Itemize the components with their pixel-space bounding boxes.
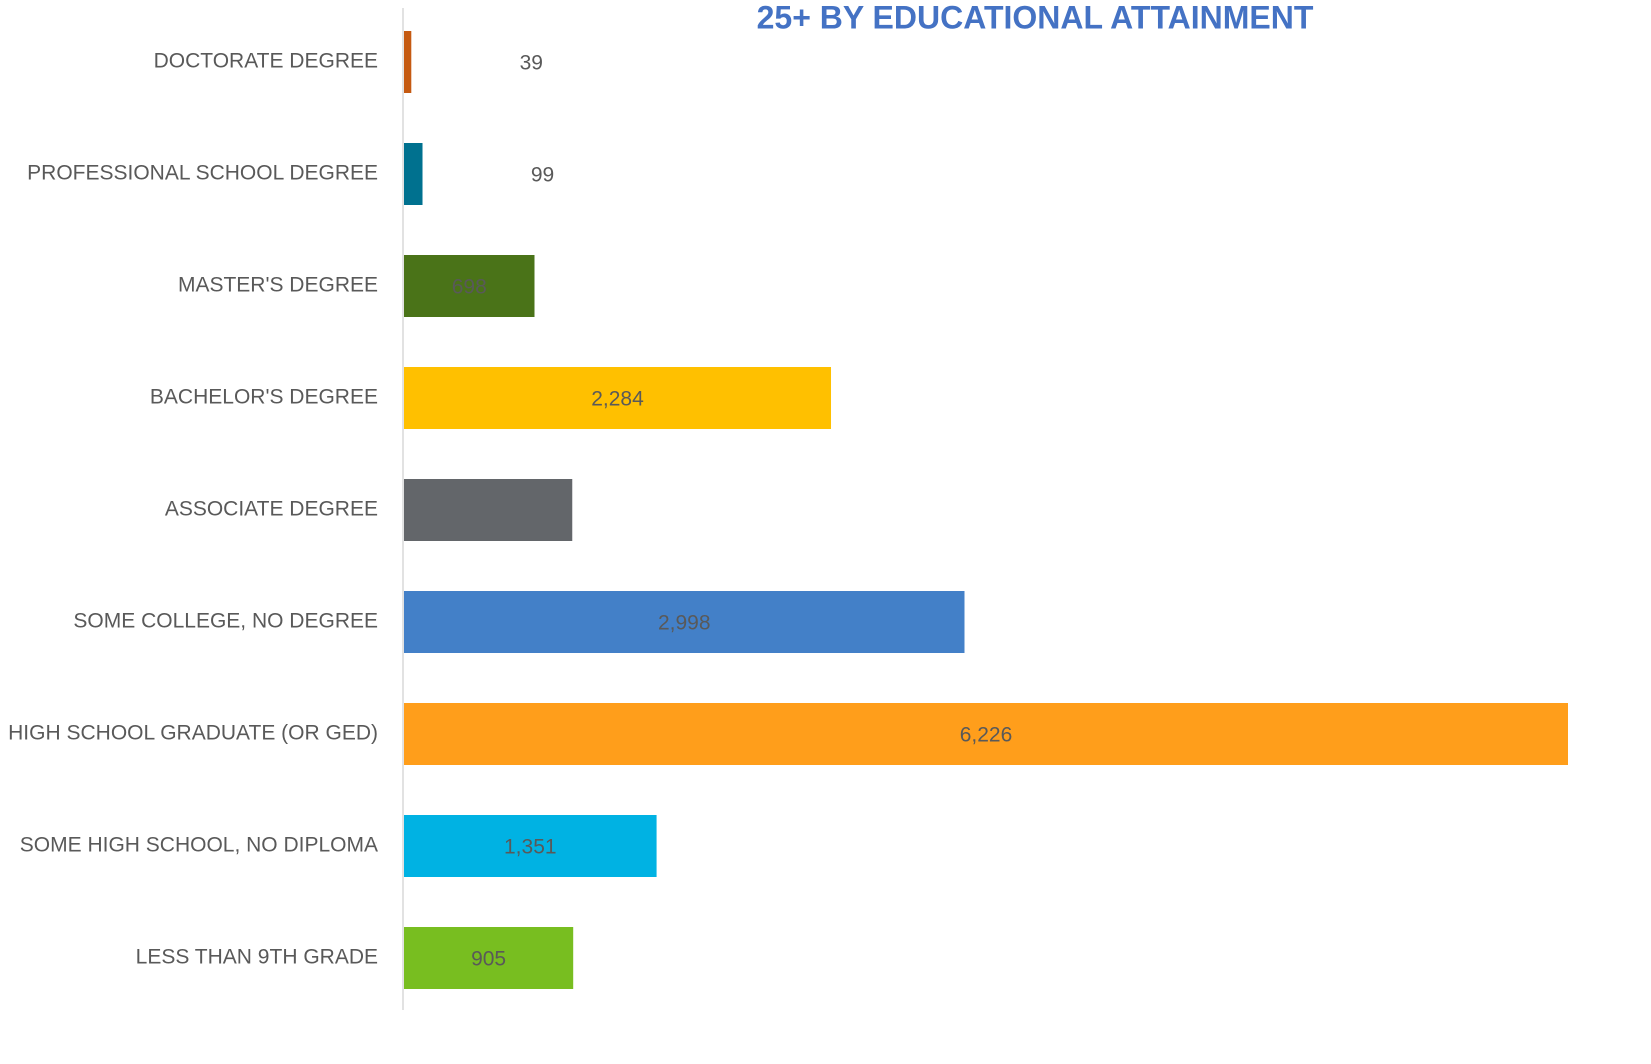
data-label: 698 [452,276,487,299]
data-label: 99 [531,164,554,187]
bar [404,255,535,317]
category-label: HIGH SCHOOL GRADUATE (OR GED) [8,722,378,745]
category-label: MASTER'S DEGREE [178,274,378,297]
bar [404,703,1568,765]
category-label: BACHELOR'S DEGREE [150,386,378,409]
bar [404,367,832,429]
data-label: 1,351 [504,836,557,859]
category-label: ASSOCIATE DEGREE [165,498,378,521]
data-label: 2,998 [658,612,711,635]
data-label: 905 [471,948,506,971]
category-label: SOME HIGH SCHOOL, NO DIPLOMA [20,834,378,857]
bar [404,927,574,989]
bar [404,815,657,877]
bar [404,591,965,653]
data-label: 2,284 [591,388,644,411]
chart-title: 25+ BY EDUCATIONAL ATTAINMENT [757,0,1314,35]
bar [404,479,573,541]
data-label: 6,226 [960,724,1013,747]
bar [404,143,423,205]
category-label: SOME COLLEGE, NO DEGREE [73,610,378,633]
category-label: LESS THAN 9TH GRADE [136,946,378,969]
category-label: PROFESSIONAL SCHOOL DEGREE [27,162,378,185]
bar [404,31,412,93]
category-label: DOCTORATE DEGREE [154,50,378,73]
data-label: 39 [520,52,543,75]
